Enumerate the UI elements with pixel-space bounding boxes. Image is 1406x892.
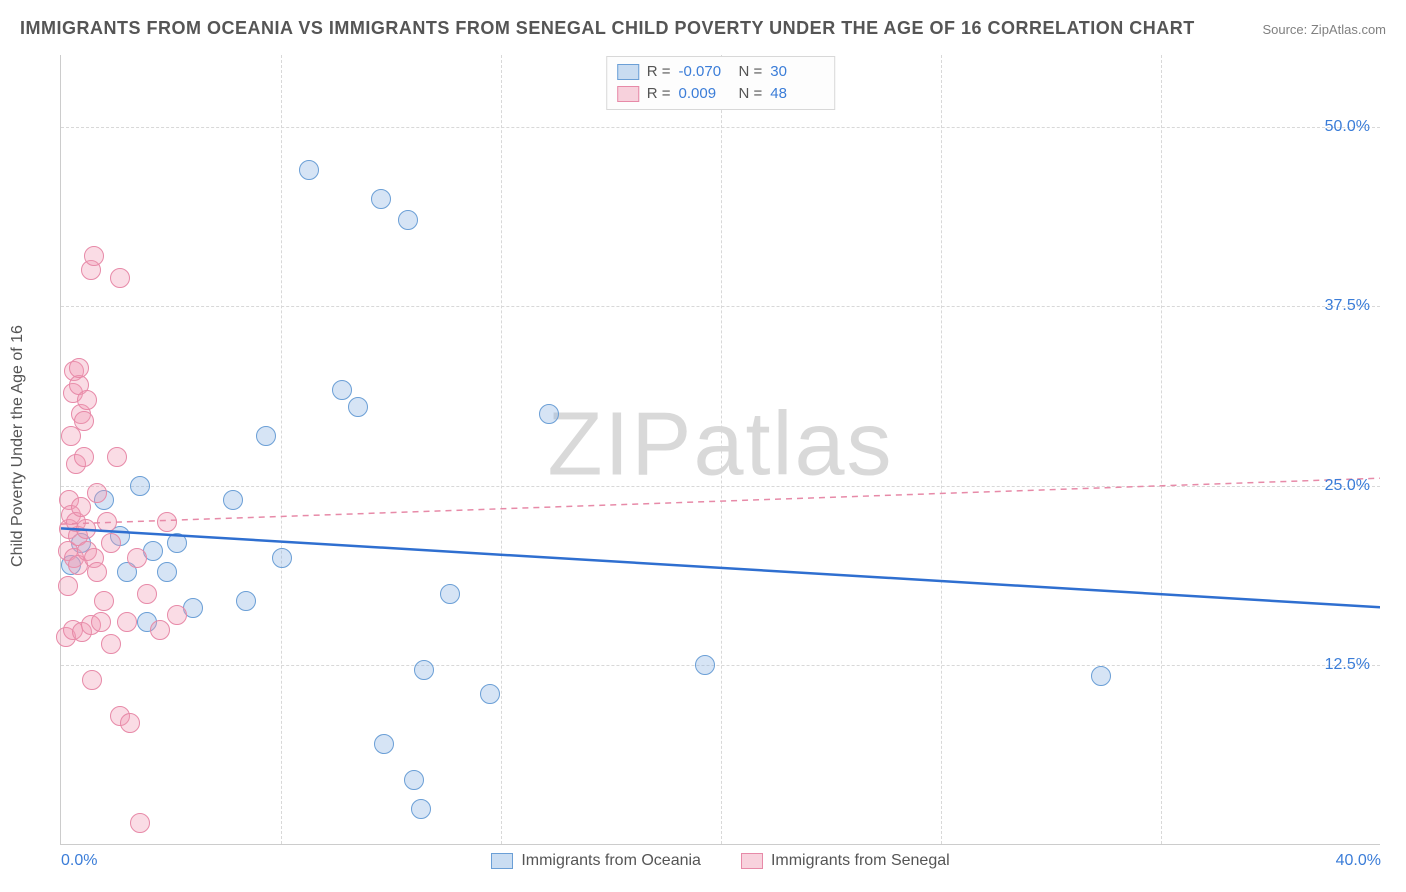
watermark-text: ZIP xyxy=(547,394,693,494)
chart-title: IMMIGRANTS FROM OCEANIA VS IMMIGRANTS FR… xyxy=(20,18,1195,39)
stat-r-senegal: 0.009 xyxy=(679,83,731,105)
data-point xyxy=(130,476,150,496)
x-tick-label: 0.0% xyxy=(61,852,97,870)
data-point xyxy=(272,548,292,568)
legend-item-senegal: Immigrants from Senegal xyxy=(741,852,950,870)
data-point xyxy=(101,634,121,654)
y-axis-label: Child Poverty Under the Age of 16 xyxy=(9,325,27,567)
data-point xyxy=(404,770,424,790)
data-point xyxy=(101,533,121,553)
data-point xyxy=(77,390,97,410)
data-point xyxy=(150,620,170,640)
data-point xyxy=(74,411,94,431)
data-point xyxy=(371,189,391,209)
data-point xyxy=(167,533,187,553)
data-point xyxy=(76,519,96,539)
stats-row-senegal: R = 0.009 N = 48 xyxy=(617,83,823,105)
stats-legend: R = -0.070 N = 30 R = 0.009 N = 48 xyxy=(606,56,836,110)
legend-swatch-senegal xyxy=(741,853,763,869)
data-point xyxy=(94,591,114,611)
data-point xyxy=(223,490,243,510)
data-point xyxy=(69,358,89,378)
data-point xyxy=(71,497,91,517)
data-point xyxy=(348,397,368,417)
legend-label-senegal: Immigrants from Senegal xyxy=(771,852,950,870)
legend-label-oceania: Immigrants from Oceania xyxy=(521,852,701,870)
stat-label-n: N = xyxy=(739,61,763,83)
data-point xyxy=(299,160,319,180)
source-attribution: Source: ZipAtlas.com xyxy=(1262,22,1386,37)
y-tick-label: 50.0% xyxy=(1325,118,1370,136)
stat-n-oceania: 30 xyxy=(770,61,822,83)
data-point xyxy=(84,246,104,266)
data-point xyxy=(91,612,111,632)
y-tick-label: 37.5% xyxy=(1325,297,1370,315)
data-point xyxy=(414,660,434,680)
data-point xyxy=(82,670,102,690)
data-point xyxy=(1091,666,1111,686)
stat-label-n2: N = xyxy=(739,83,763,105)
data-point xyxy=(398,210,418,230)
x-tick-label: 40.0% xyxy=(1336,852,1381,870)
stat-label-r: R = xyxy=(647,61,671,83)
gridline-v xyxy=(1161,55,1162,844)
data-point xyxy=(127,548,147,568)
plot-area: ZIPatlas R = -0.070 N = 30 R = 0.009 N =… xyxy=(60,55,1380,845)
data-point xyxy=(87,562,107,582)
data-point xyxy=(58,576,78,596)
stats-row-oceania: R = -0.070 N = 30 xyxy=(617,61,823,83)
data-point xyxy=(117,612,137,632)
data-point xyxy=(236,591,256,611)
stat-r-oceania: -0.070 xyxy=(679,61,731,83)
data-point xyxy=(480,684,500,704)
data-point xyxy=(411,799,431,819)
swatch-oceania xyxy=(617,64,639,80)
data-point xyxy=(130,813,150,833)
gridline-v xyxy=(721,55,722,844)
data-point xyxy=(167,605,187,625)
data-point xyxy=(137,584,157,604)
watermark-text-thin: atlas xyxy=(693,394,893,494)
data-point xyxy=(110,268,130,288)
data-point xyxy=(107,447,127,467)
data-point xyxy=(157,512,177,532)
data-point xyxy=(74,447,94,467)
bottom-legend: Immigrants from Oceania Immigrants from … xyxy=(61,852,1380,870)
y-tick-label: 12.5% xyxy=(1325,656,1370,674)
data-point xyxy=(157,562,177,582)
data-point xyxy=(97,512,117,532)
legend-item-oceania: Immigrants from Oceania xyxy=(491,852,701,870)
data-point xyxy=(87,483,107,503)
gridline-v xyxy=(501,55,502,844)
gridline-v xyxy=(281,55,282,844)
gridline-v xyxy=(941,55,942,844)
data-point xyxy=(256,426,276,446)
legend-swatch-oceania xyxy=(491,853,513,869)
swatch-senegal xyxy=(617,86,639,102)
stat-label-r2: R = xyxy=(647,83,671,105)
data-point xyxy=(374,734,394,754)
data-point xyxy=(440,584,460,604)
data-point xyxy=(120,713,140,733)
y-tick-label: 25.0% xyxy=(1325,477,1370,495)
data-point xyxy=(695,655,715,675)
stat-n-senegal: 48 xyxy=(770,83,822,105)
data-point xyxy=(332,380,352,400)
data-point xyxy=(539,404,559,424)
